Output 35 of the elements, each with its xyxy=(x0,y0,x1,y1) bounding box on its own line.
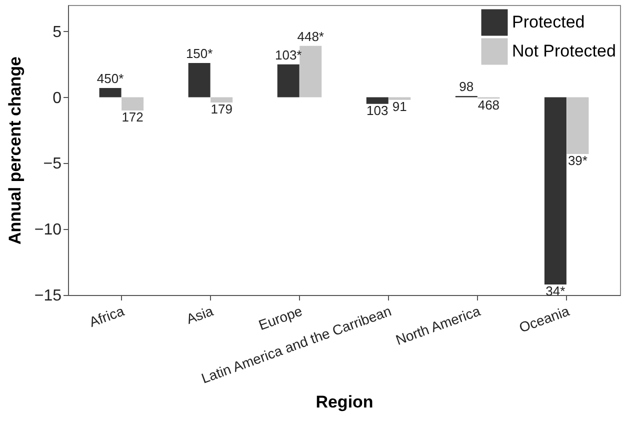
annotation: 448* xyxy=(297,28,324,44)
bar xyxy=(300,46,322,98)
bar xyxy=(566,97,589,154)
y-tick-label: −15 xyxy=(34,288,62,304)
annotation: 450* xyxy=(96,71,124,86)
bar xyxy=(388,97,411,100)
annotation: 150* xyxy=(186,46,213,61)
y-tick-label: −10 xyxy=(34,222,62,239)
annotation: 39* xyxy=(568,152,588,168)
x-tick-label: Oceania xyxy=(516,302,572,336)
annotation: 172 xyxy=(122,109,144,124)
annotation: 34* xyxy=(546,283,566,298)
bar xyxy=(99,88,122,98)
y-tick-label: 5 xyxy=(52,24,62,41)
annotation: 103* xyxy=(274,47,302,62)
annotation: 91 xyxy=(392,98,407,114)
y-tick-label: 0 xyxy=(52,90,62,107)
legend-label: Protected xyxy=(512,12,585,32)
annotation: 179 xyxy=(210,102,232,117)
bar xyxy=(188,63,210,98)
bar xyxy=(366,97,388,104)
bar xyxy=(544,97,566,284)
legend-label: Not Protected xyxy=(512,42,616,60)
y-axis-title: Annual percent change xyxy=(5,56,24,244)
y-tick-label: −5 xyxy=(43,156,62,173)
x-tick-label: Europe xyxy=(256,302,304,334)
annotation: 468 xyxy=(478,98,500,113)
annotation: 103 xyxy=(366,102,388,118)
annotation: 98 xyxy=(459,78,474,94)
bar xyxy=(122,97,144,110)
x-tick-label: Africa xyxy=(87,302,126,330)
x-axis-title: Region xyxy=(316,392,374,412)
bar xyxy=(277,64,300,98)
x-tick-label: Asia xyxy=(184,302,216,327)
bar xyxy=(210,97,233,103)
